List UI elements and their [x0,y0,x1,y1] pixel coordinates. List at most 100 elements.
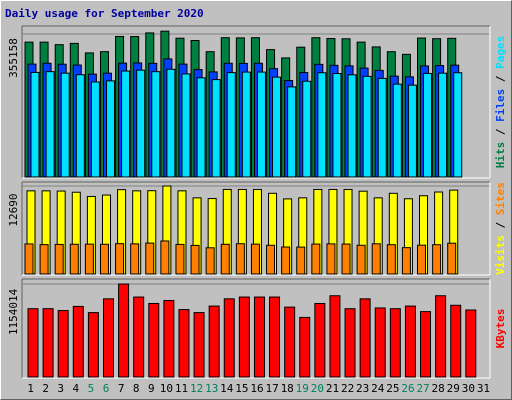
day-label-15: 15 [235,382,248,395]
kbytes-bar-day-3 [57,310,69,378]
kbytes-bar-day-12 [193,312,205,378]
kbytes-bar-day-16 [253,296,265,378]
day-label-3: 3 [57,382,64,395]
kbytes-bar-day-14 [223,298,235,378]
pages-series [30,68,463,178]
kbytes-bar-day-8 [133,296,145,378]
pages-bar-day-11 [181,73,191,178]
legend-pages: Pages [494,36,507,69]
day-label-23: 23 [356,382,369,395]
day-labels: 1 2 3 4 5 6 7 8 9 10 11 12 13 14 15 16 17 18 19 20 21 22 23 24 2… [27,382,490,395]
sites-bar-day-11 [175,243,185,275]
pages-bar-day-4 [75,74,85,178]
sites-bar-day-12 [190,244,200,275]
day-label-17: 17 [265,382,278,395]
day-label-21: 21 [326,382,339,395]
day-label-18: 18 [281,382,294,395]
sites-bar-day-9 [145,242,155,275]
day-label-22: 22 [341,382,354,395]
kbytes-bar-day-10 [163,300,175,378]
pages-bar-day-21 [332,73,342,178]
sites-bar-day-27 [417,244,427,275]
pages-bar-day-12 [196,77,206,178]
day-label-14: 14 [220,382,234,395]
kbytes-bar-day-15 [238,296,250,378]
kbytes-bar-day-19 [299,316,311,378]
sites-bar-day-15 [235,243,245,275]
hits-files-pages-legend: Hits / Files / Pages [494,36,507,169]
day-label-27: 27 [416,382,429,395]
sites-bar-day-18 [281,246,291,275]
kbytes-bar-day-4 [72,305,84,378]
sites-bar-day-17 [266,244,276,275]
kbytes-bar-day-29 [450,304,462,378]
pages-bar-day-28 [438,72,448,178]
pages-bar-day-25 [392,83,402,178]
chart-panels: 355158 Hits / Files / Pages 12690 Visits / … [7,25,507,379]
sites-bar-day-23 [356,244,366,275]
pages-bar-day-5 [90,81,100,178]
pages-bar-day-17 [272,76,282,178]
pages-bar-day-26 [407,84,417,178]
sites-bar-day-10 [160,240,170,275]
day-label-29: 29 [447,382,460,395]
pages-bar-day-8 [136,69,146,178]
sites-bar-day-22 [341,243,351,275]
sites-bar-day-4 [69,243,79,275]
kbytes-bar-day-6 [102,298,114,378]
legend-separator: / [494,122,507,142]
hits-files-pages-ymax-label: 355158 [7,38,20,78]
sites-bar-day-16 [250,243,260,275]
day-label-30: 30 [462,382,475,395]
kbytes-bar-day-26 [404,305,416,378]
sites-bar-day-25 [386,244,396,275]
pages-bar-day-23 [362,75,372,178]
pages-bar-day-16 [256,71,266,178]
kbytes-bar-day-30 [465,309,477,378]
pages-bar-day-18 [287,86,297,178]
day-label-26: 26 [401,382,414,395]
kbytes-bar-day-1 [27,308,39,378]
pages-bar-day-10 [166,68,176,178]
kbytes-bar-day-25 [389,308,401,378]
day-label-6: 6 [103,382,110,395]
kbytes-bar-day-18 [284,306,296,378]
day-label-10: 10 [160,382,173,395]
sites-bar-day-2 [39,244,49,275]
kbytes-bar-day-2 [42,308,54,378]
sites-bar-day-21 [326,243,336,275]
kbytes-bar-day-5 [87,312,99,378]
kbytes-bar-day-21 [329,295,341,378]
kbytes-bar-day-27 [420,311,432,378]
day-label-16: 16 [250,382,263,395]
pages-bar-day-3 [60,72,70,178]
sites-bar-day-29 [447,242,457,275]
kbytes-bar-day-24 [374,307,386,378]
hits-files-pages-panel: 355158 Hits / Files / Pages [7,25,507,179]
sites-bar-day-20 [311,243,321,275]
legend-kbytes: KBytes [494,309,507,349]
legend-visits: Visits [494,235,507,275]
sites-bar-day-7 [115,243,125,275]
pages-bar-day-1 [30,71,40,178]
sites-bar-day-6 [99,243,109,275]
sites-series [24,240,457,275]
pages-bar-day-13 [211,79,221,178]
legend-hits: Hits [494,142,507,169]
day-label-31: 31 [477,382,490,395]
sites-bar-day-26 [401,247,411,275]
day-label-9: 9 [148,382,155,395]
sites-bar-day-3 [54,243,64,275]
kbytes-bar-day-22 [344,308,356,378]
visits-sites-legend: Visits / Sites [494,182,507,275]
kbytes-series [27,283,477,378]
sites-bar-day-14 [220,243,230,275]
kbytes-bar-day-9 [148,302,160,378]
day-label-4: 4 [73,382,80,395]
legend-separator: / [494,69,507,89]
day-label-28: 28 [432,382,445,395]
day-label-2: 2 [42,382,49,395]
pages-bar-day-27 [423,72,433,178]
sites-bar-day-13 [205,247,215,275]
